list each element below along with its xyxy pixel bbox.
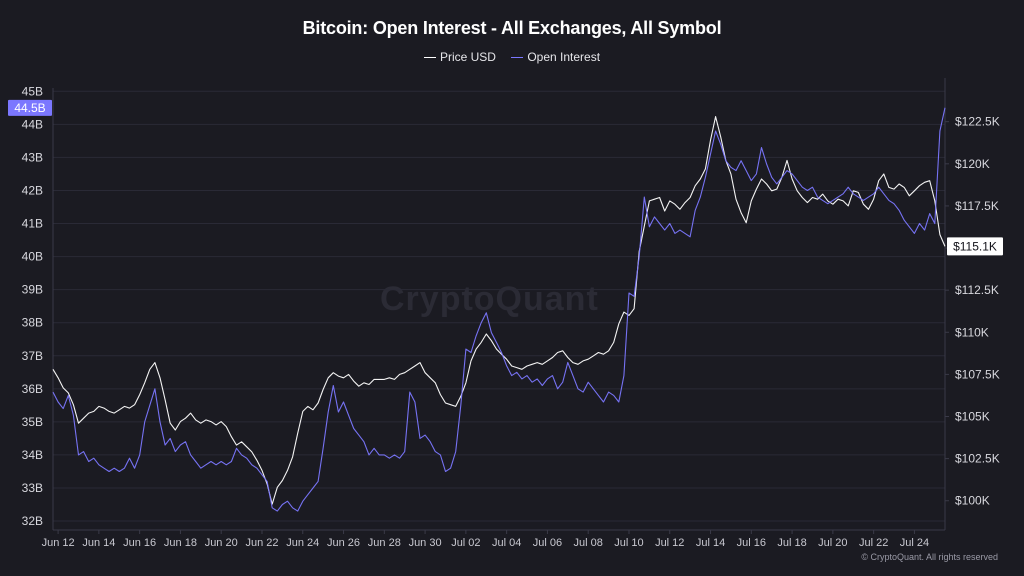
left-current-value-label: 44.5B bbox=[14, 101, 45, 115]
x-tick-label-jul-02: Jul 02 bbox=[451, 537, 480, 549]
left-current-value-badge bbox=[8, 99, 52, 116]
right-tick-label-$105K: $105K bbox=[955, 410, 990, 424]
left-tick-label-45B: 45B bbox=[22, 84, 43, 98]
right-tick-label-$107.5K: $107.5K bbox=[955, 367, 1000, 381]
x-tick-label-jun-18: Jun 18 bbox=[164, 537, 197, 549]
legend-swatch-price bbox=[423, 57, 436, 59]
x-tick-label-jul-06: Jul 06 bbox=[533, 537, 562, 549]
watermark: CryptoQuant bbox=[380, 280, 599, 318]
legend-label-price: Price USD bbox=[439, 50, 496, 64]
right-tick-label-$112.5K: $112.5K bbox=[955, 283, 999, 297]
left-tick-label-40B: 40B bbox=[22, 250, 43, 264]
x-tick-label-jul-04: Jul 04 bbox=[492, 537, 521, 549]
x-tick-label-jun-12: Jun 12 bbox=[42, 537, 75, 549]
x-tick-label-jun-14: Jun 14 bbox=[82, 537, 115, 549]
x-tick-label-jul-18: Jul 18 bbox=[777, 537, 806, 549]
right-tick-label-$100K: $100K bbox=[955, 494, 990, 508]
x-tick-label-jul-12: Jul 12 bbox=[655, 537, 684, 549]
x-tick-label-jun-30: Jun 30 bbox=[409, 537, 442, 549]
left-tick-label-39B: 39B bbox=[22, 283, 43, 297]
left-tick-label-32B: 32B bbox=[22, 514, 43, 528]
right-tick-label-$120K: $120K bbox=[955, 157, 990, 171]
series-line-price-usd bbox=[52, 116, 946, 505]
x-tick-label-jul-24: Jul 24 bbox=[900, 537, 929, 549]
left-tick-label-37B: 37B bbox=[22, 349, 43, 363]
x-tick-label-jun-26: Jun 26 bbox=[327, 537, 360, 549]
left-tick-label-38B: 38B bbox=[22, 316, 43, 330]
x-tick-label-jun-20: Jun 20 bbox=[205, 537, 238, 549]
x-tick-label-jun-24: Jun 24 bbox=[286, 537, 319, 549]
series-line-open-interest bbox=[52, 107, 946, 512]
x-tick-label-jul-14: Jul 14 bbox=[696, 537, 725, 549]
left-tick-label-43B: 43B bbox=[22, 150, 43, 164]
left-tick-label-41B: 41B bbox=[22, 217, 43, 231]
right-tick-label-$102.5K: $102.5K bbox=[955, 452, 1000, 466]
legend-item-price[interactable]: Price USD bbox=[423, 50, 496, 64]
right-tick-label-$122.5K: $122.5K bbox=[955, 115, 1000, 129]
left-tick-label-33B: 33B bbox=[22, 481, 43, 495]
chart-title: Bitcoin: Open Interest - All Exchanges, … bbox=[302, 18, 722, 38]
legend-item-open-interest[interactable]: Open Interest bbox=[511, 50, 600, 64]
copyright-notice: © CryptoQuant. All rights reserved bbox=[861, 552, 998, 562]
right-current-value-badge bbox=[947, 237, 1003, 256]
left-tick-label-42B: 42B bbox=[22, 183, 43, 197]
x-tick-label-jul-10: Jul 10 bbox=[614, 537, 643, 549]
chart-legend[interactable]: Price USD Open Interest bbox=[0, 50, 1024, 64]
left-tick-label-44B: 44B bbox=[22, 117, 43, 131]
x-tick-label-jun-28: Jun 28 bbox=[368, 537, 401, 549]
x-tick-label-jul-16: Jul 16 bbox=[737, 537, 766, 549]
legend-swatch-open-interest bbox=[511, 57, 524, 59]
x-tick-label-jul-08: Jul 08 bbox=[574, 537, 603, 549]
left-tick-label-34B: 34B bbox=[22, 448, 43, 462]
right-tick-label-$110K: $110K bbox=[955, 325, 989, 339]
x-tick-label-jun-22: Jun 22 bbox=[245, 537, 278, 549]
left-tick-label-35B: 35B bbox=[22, 415, 43, 429]
x-tick-label-jul-20: Jul 20 bbox=[818, 537, 847, 549]
left-tick-label-36B: 36B bbox=[22, 382, 43, 396]
legend-label-open-interest: Open Interest bbox=[527, 50, 601, 64]
x-tick-label-jun-16: Jun 16 bbox=[123, 537, 156, 549]
right-tick-label-$117.5K: $117.5K bbox=[955, 199, 999, 213]
x-tick-label-jul-22: Jul 22 bbox=[859, 537, 888, 549]
right-current-value-label: $115.1K bbox=[953, 239, 997, 253]
